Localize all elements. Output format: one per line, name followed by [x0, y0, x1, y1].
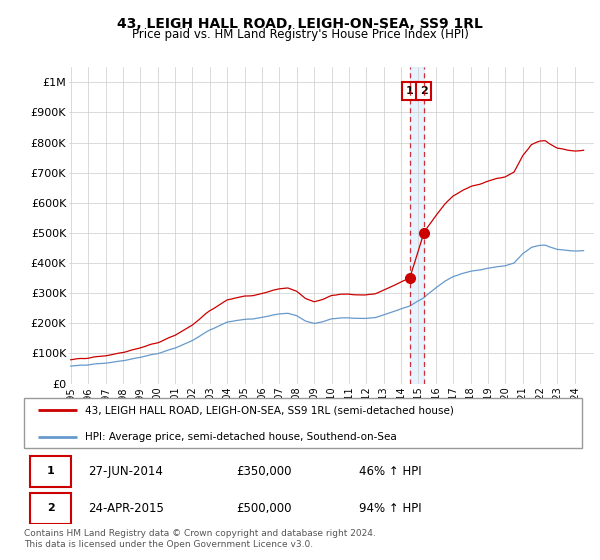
Bar — [410, 67, 424, 384]
Text: 2: 2 — [420, 86, 428, 96]
Text: 46% ↑ HPI: 46% ↑ HPI — [359, 465, 421, 478]
Text: £500,000: £500,000 — [236, 502, 292, 515]
Text: 43, LEIGH HALL ROAD, LEIGH-ON-SEA, SS9 1RL (semi-detached house): 43, LEIGH HALL ROAD, LEIGH-ON-SEA, SS9 1… — [85, 405, 454, 415]
FancyBboxPatch shape — [24, 398, 582, 448]
Text: HPI: Average price, semi-detached house, Southend-on-Sea: HPI: Average price, semi-detached house,… — [85, 432, 397, 442]
Text: 2: 2 — [47, 503, 55, 513]
FancyBboxPatch shape — [29, 493, 71, 524]
Text: Contains HM Land Registry data © Crown copyright and database right 2024.
This d: Contains HM Land Registry data © Crown c… — [24, 529, 376, 549]
Text: 43, LEIGH HALL ROAD, LEIGH-ON-SEA, SS9 1RL: 43, LEIGH HALL ROAD, LEIGH-ON-SEA, SS9 1… — [117, 17, 483, 31]
Text: 94% ↑ HPI: 94% ↑ HPI — [359, 502, 421, 515]
Text: 24-APR-2015: 24-APR-2015 — [88, 502, 164, 515]
Text: Price paid vs. HM Land Registry's House Price Index (HPI): Price paid vs. HM Land Registry's House … — [131, 28, 469, 41]
Text: £350,000: £350,000 — [236, 465, 292, 478]
Text: 1: 1 — [406, 86, 413, 96]
FancyBboxPatch shape — [29, 456, 71, 487]
Text: 27-JUN-2014: 27-JUN-2014 — [88, 465, 163, 478]
Text: 1: 1 — [47, 466, 55, 476]
